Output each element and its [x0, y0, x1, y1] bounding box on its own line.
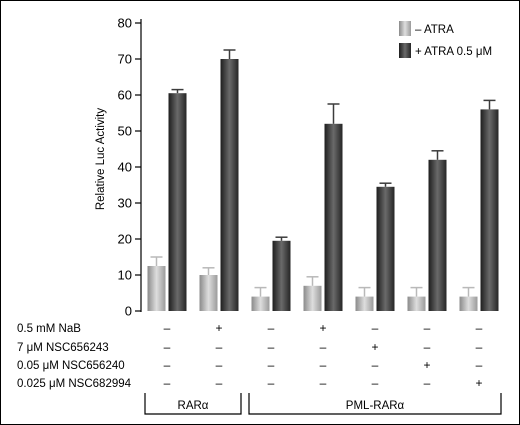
condition-sign: – [268, 358, 275, 372]
condition-sign: + [319, 321, 326, 335]
condition-sign: – [320, 358, 327, 372]
condition-sign: – [268, 340, 275, 354]
bar [199, 275, 218, 311]
group-bracket [144, 393, 242, 415]
condition-sign: + [215, 321, 222, 335]
condition-label: 0.05 μM NSC656240 [17, 360, 125, 372]
condition-label: 0.5 mM NaB [17, 323, 81, 335]
condition-label: 0.025 μM NSC682994 [17, 378, 132, 390]
bar [168, 93, 187, 311]
group-label: RARα [178, 400, 209, 412]
condition-sign: – [320, 340, 327, 354]
y-tick-label: 30 [118, 196, 132, 211]
condition-sign: – [424, 340, 431, 354]
y-tick-label: 50 [118, 124, 132, 139]
y-tick-label: 70 [118, 52, 132, 67]
legend-swatch [399, 21, 411, 36]
condition-sign: + [475, 376, 482, 390]
condition-label: 7 μM NSC656243 [17, 342, 109, 354]
condition-sign: – [216, 340, 223, 354]
bar [220, 59, 239, 311]
condition-sign: + [423, 358, 430, 372]
y-tick-label: 0 [125, 304, 132, 319]
bar [480, 109, 499, 312]
y-axis-label: Relative Luc Activity [95, 108, 107, 211]
condition-sign: – [424, 321, 431, 335]
bar [272, 240, 291, 311]
y-tick-label: 80 [118, 16, 132, 31]
y-tick-label: 20 [118, 232, 132, 247]
condition-sign: – [164, 358, 171, 372]
y-tick-label: 10 [118, 268, 132, 283]
bar [428, 159, 447, 311]
condition-sign: – [372, 321, 379, 335]
y-tick-label: 60 [118, 88, 132, 103]
legend-swatch [399, 43, 411, 58]
bar [459, 296, 478, 311]
condition-sign: – [476, 358, 483, 372]
condition-sign: – [216, 376, 223, 390]
condition-sign: – [268, 321, 275, 335]
y-tick-label: 40 [118, 160, 132, 175]
group-label: PML-RARα [346, 400, 405, 412]
group-bracket [248, 393, 502, 415]
bar [147, 266, 166, 311]
legend-entry: + ATRA 0.5 μM [415, 46, 492, 58]
bar [376, 186, 395, 311]
bar [324, 123, 343, 311]
condition-sign: – [216, 358, 223, 372]
condition-sign: – [372, 358, 379, 372]
condition-sign: + [371, 340, 378, 354]
bar [355, 296, 374, 311]
condition-sign: – [268, 376, 275, 390]
condition-sign: – [424, 376, 431, 390]
bar [251, 296, 270, 311]
condition-sign: – [164, 340, 171, 354]
condition-sign: – [476, 321, 483, 335]
bar [303, 285, 322, 311]
legend-entry: – ATRA [415, 24, 454, 36]
condition-sign: – [372, 376, 379, 390]
condition-sign: – [320, 376, 327, 390]
condition-sign: – [164, 321, 171, 335]
bar [407, 296, 426, 311]
condition-sign: – [476, 340, 483, 354]
condition-sign: – [164, 376, 171, 390]
